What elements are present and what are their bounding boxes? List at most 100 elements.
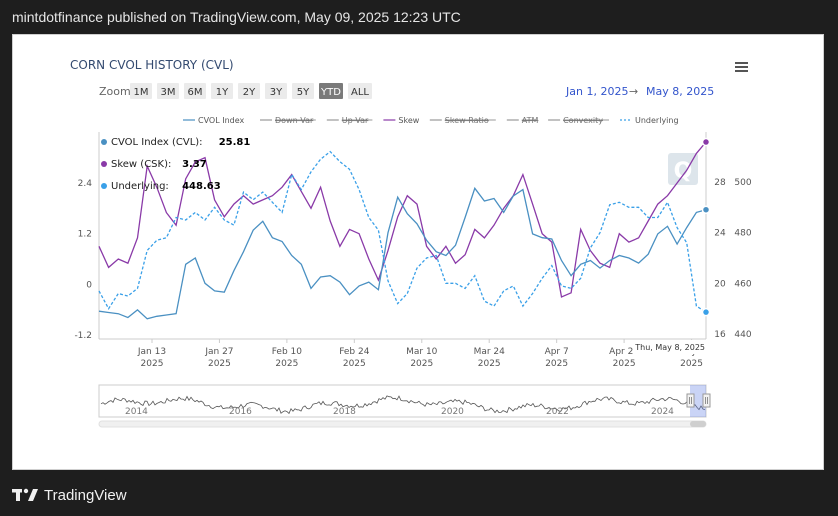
chart-title: CORN CVOL HISTORY (CVL)	[70, 58, 234, 72]
series-line-cvol-index	[98, 186, 707, 320]
legend-label: Convexity	[563, 116, 603, 125]
zoom-button-1m[interactable]: 1M	[130, 83, 152, 99]
x-axis-tick-year: 2025	[275, 359, 298, 369]
tradingview-logo-icon	[12, 488, 38, 501]
crosshair-date-label: Thu, May 8, 2025	[634, 340, 706, 354]
navigator-year-label: 2018	[333, 407, 356, 417]
tooltip-value: 448.63	[182, 181, 221, 192]
underlying-axis-tick-label: 440	[734, 330, 751, 340]
navigator-handle[interactable]	[702, 393, 711, 408]
x-axis-tick-year: 2025	[141, 359, 164, 369]
navigator[interactable]: 2014 2016 2018 2020 2022 2024	[98, 384, 711, 428]
left-axis-tick-label: 2.4	[78, 179, 93, 189]
navigator-handle[interactable]	[686, 393, 695, 408]
legend-item-cvol-index[interactable]: CVOL Index	[183, 116, 245, 125]
tooltip-row: Skew (CSK): 3.37	[101, 159, 207, 170]
date-range-to[interactable]: May 8, 2025	[646, 85, 714, 98]
legend-item-down-var[interactable]: Down Var	[260, 116, 316, 125]
zoom-button-3y[interactable]: 3Y	[265, 83, 287, 99]
x-axis-tick-label: Feb 24	[339, 347, 370, 357]
zoom-button-label: 5Y	[297, 87, 310, 98]
zoom-button-label: ALL	[351, 87, 369, 98]
zoom-button-group: 1M 3M 6M 1Y 2Y 3Y 5Y YTD ALL	[130, 83, 372, 99]
tooltip-swatch	[101, 139, 107, 145]
x-axis-tick-year: 2025	[410, 359, 433, 369]
x-axis-tick-year: 2025	[545, 359, 568, 369]
zoom-label: Zoom	[99, 85, 131, 98]
series-line-underlying	[98, 150, 707, 313]
legend-label: Skew Ratio	[445, 116, 489, 125]
zoom-button-3m[interactable]: 3M	[157, 83, 179, 99]
tooltip-label: Underlying:	[111, 181, 169, 192]
zoom-button-label: 2Y	[243, 87, 256, 98]
zoom-button-5y[interactable]: 5Y	[292, 83, 314, 99]
zoom-button-label: 3Y	[270, 87, 283, 98]
underlying-axis-tick-label: 480	[734, 229, 751, 239]
x-axis-tick-label: Apr 7	[545, 347, 569, 357]
legend-label: ATM	[522, 116, 539, 125]
series-marker-cvol-index	[701, 205, 711, 214]
x-axis-tick-label: Jan 13	[137, 347, 166, 357]
tooltip-swatch	[101, 161, 107, 167]
legend-label: CVOL Index	[198, 116, 245, 125]
navigator-year-label: 2014	[125, 407, 148, 417]
tooltip-value: 25.81	[219, 137, 251, 148]
legend-label: Skew	[398, 116, 419, 125]
tooltip-row: CVOL Index (CVL): 25.81	[101, 137, 250, 148]
legend-label: Up Var	[342, 116, 369, 125]
navigator-year-label: 2024	[651, 407, 674, 417]
left-axis-tick-label: -1.2	[74, 331, 92, 341]
zoom-button-label: YTD	[320, 87, 341, 98]
chart-svg: CORN CVOL HISTORY (CVL) Zoom 1M 3M 6M 1Y 2Y 3…	[70, 58, 752, 428]
series-marker-skew	[701, 137, 711, 147]
x-axis-tick-year: 2025	[208, 359, 231, 369]
date-range-from[interactable]: Jan 1, 2025	[565, 85, 628, 98]
navigator-year-label: 2022	[546, 407, 569, 417]
zoom-button-1y[interactable]: 1Y	[211, 83, 233, 99]
legend-item-atm[interactable]: ATM	[506, 116, 539, 125]
x-axis-tick-label: Jan 27	[204, 347, 233, 357]
legend-item-underlying[interactable]: Underlying	[620, 116, 679, 125]
x-axis-tick-label: Feb 10	[272, 347, 303, 357]
legend-item-skew-ratio[interactable]: Skew Ratio	[429, 116, 496, 125]
cvol-axis-tick-label: 24	[714, 229, 726, 239]
navigator-year-label: 2020	[441, 407, 464, 417]
tooltip: CVOL Index (CVL): 25.81 Skew (CSK): 3.37 Und…	[101, 137, 250, 192]
x-axis-tick-year: 2025	[613, 359, 636, 369]
legend-label: Underlying	[635, 116, 679, 125]
zoom-button-label: 1Y	[216, 87, 229, 98]
zoom-button-label: 6M	[188, 87, 203, 98]
navigator-selection[interactable]	[690, 385, 706, 417]
footer: TradingView	[12, 484, 127, 506]
legend-item-skew[interactable]: Skew	[383, 116, 420, 125]
tooltip-label: Skew (CSK):	[111, 159, 171, 170]
legend: CVOL Index Down Var Up Var Skew Skew Ratio AT…	[183, 116, 679, 125]
underlying-axis-tick-label: 460	[734, 279, 751, 289]
legend-item-convexity[interactable]: Convexity	[548, 116, 609, 125]
left-axis-tick-label: 1.2	[78, 230, 92, 240]
svg-text:Q: Q	[674, 159, 693, 184]
tooltip-value: 3.37	[182, 159, 207, 170]
x-axis-tick-year: 2025	[343, 359, 366, 369]
zoom-button-label: 1M	[134, 87, 149, 98]
left-axis-tick-label: 0	[86, 280, 92, 290]
zoom-button-2y[interactable]: 2Y	[238, 83, 260, 99]
tooltip-swatch	[101, 183, 107, 189]
zoom-button-all[interactable]: ALL	[348, 83, 372, 99]
cvol-axis-tick-label: 20	[714, 279, 726, 289]
publish-header: mintdotfinance published on TradingView.…	[12, 9, 461, 25]
legend-label: Down Var	[275, 116, 314, 125]
navigator-scrollbar-thumb[interactable]	[690, 421, 706, 427]
series-marker-underlying	[701, 307, 711, 317]
legend-item-up-var[interactable]: Up Var	[326, 116, 373, 125]
footer-brand[interactable]: TradingView	[44, 486, 127, 504]
x-axis-tick-label: Mar 10	[406, 347, 438, 357]
plot-area: 2.4 1.2 0 -1.2 28 24 20 16 500 480 460 440 Jan 13 202…	[74, 132, 752, 369]
navigator-year-label: 2016	[229, 407, 252, 417]
crosshair-date-text: Thu, May 8, 2025	[634, 343, 705, 352]
cvol-axis-tick-label: 28	[714, 178, 726, 188]
zoom-button-ytd[interactable]: YTD	[319, 83, 343, 99]
navigator-scrollbar-track[interactable]	[98, 420, 707, 428]
hamburger-menu-icon[interactable]	[735, 62, 748, 72]
zoom-button-6m[interactable]: 6M	[184, 83, 206, 99]
